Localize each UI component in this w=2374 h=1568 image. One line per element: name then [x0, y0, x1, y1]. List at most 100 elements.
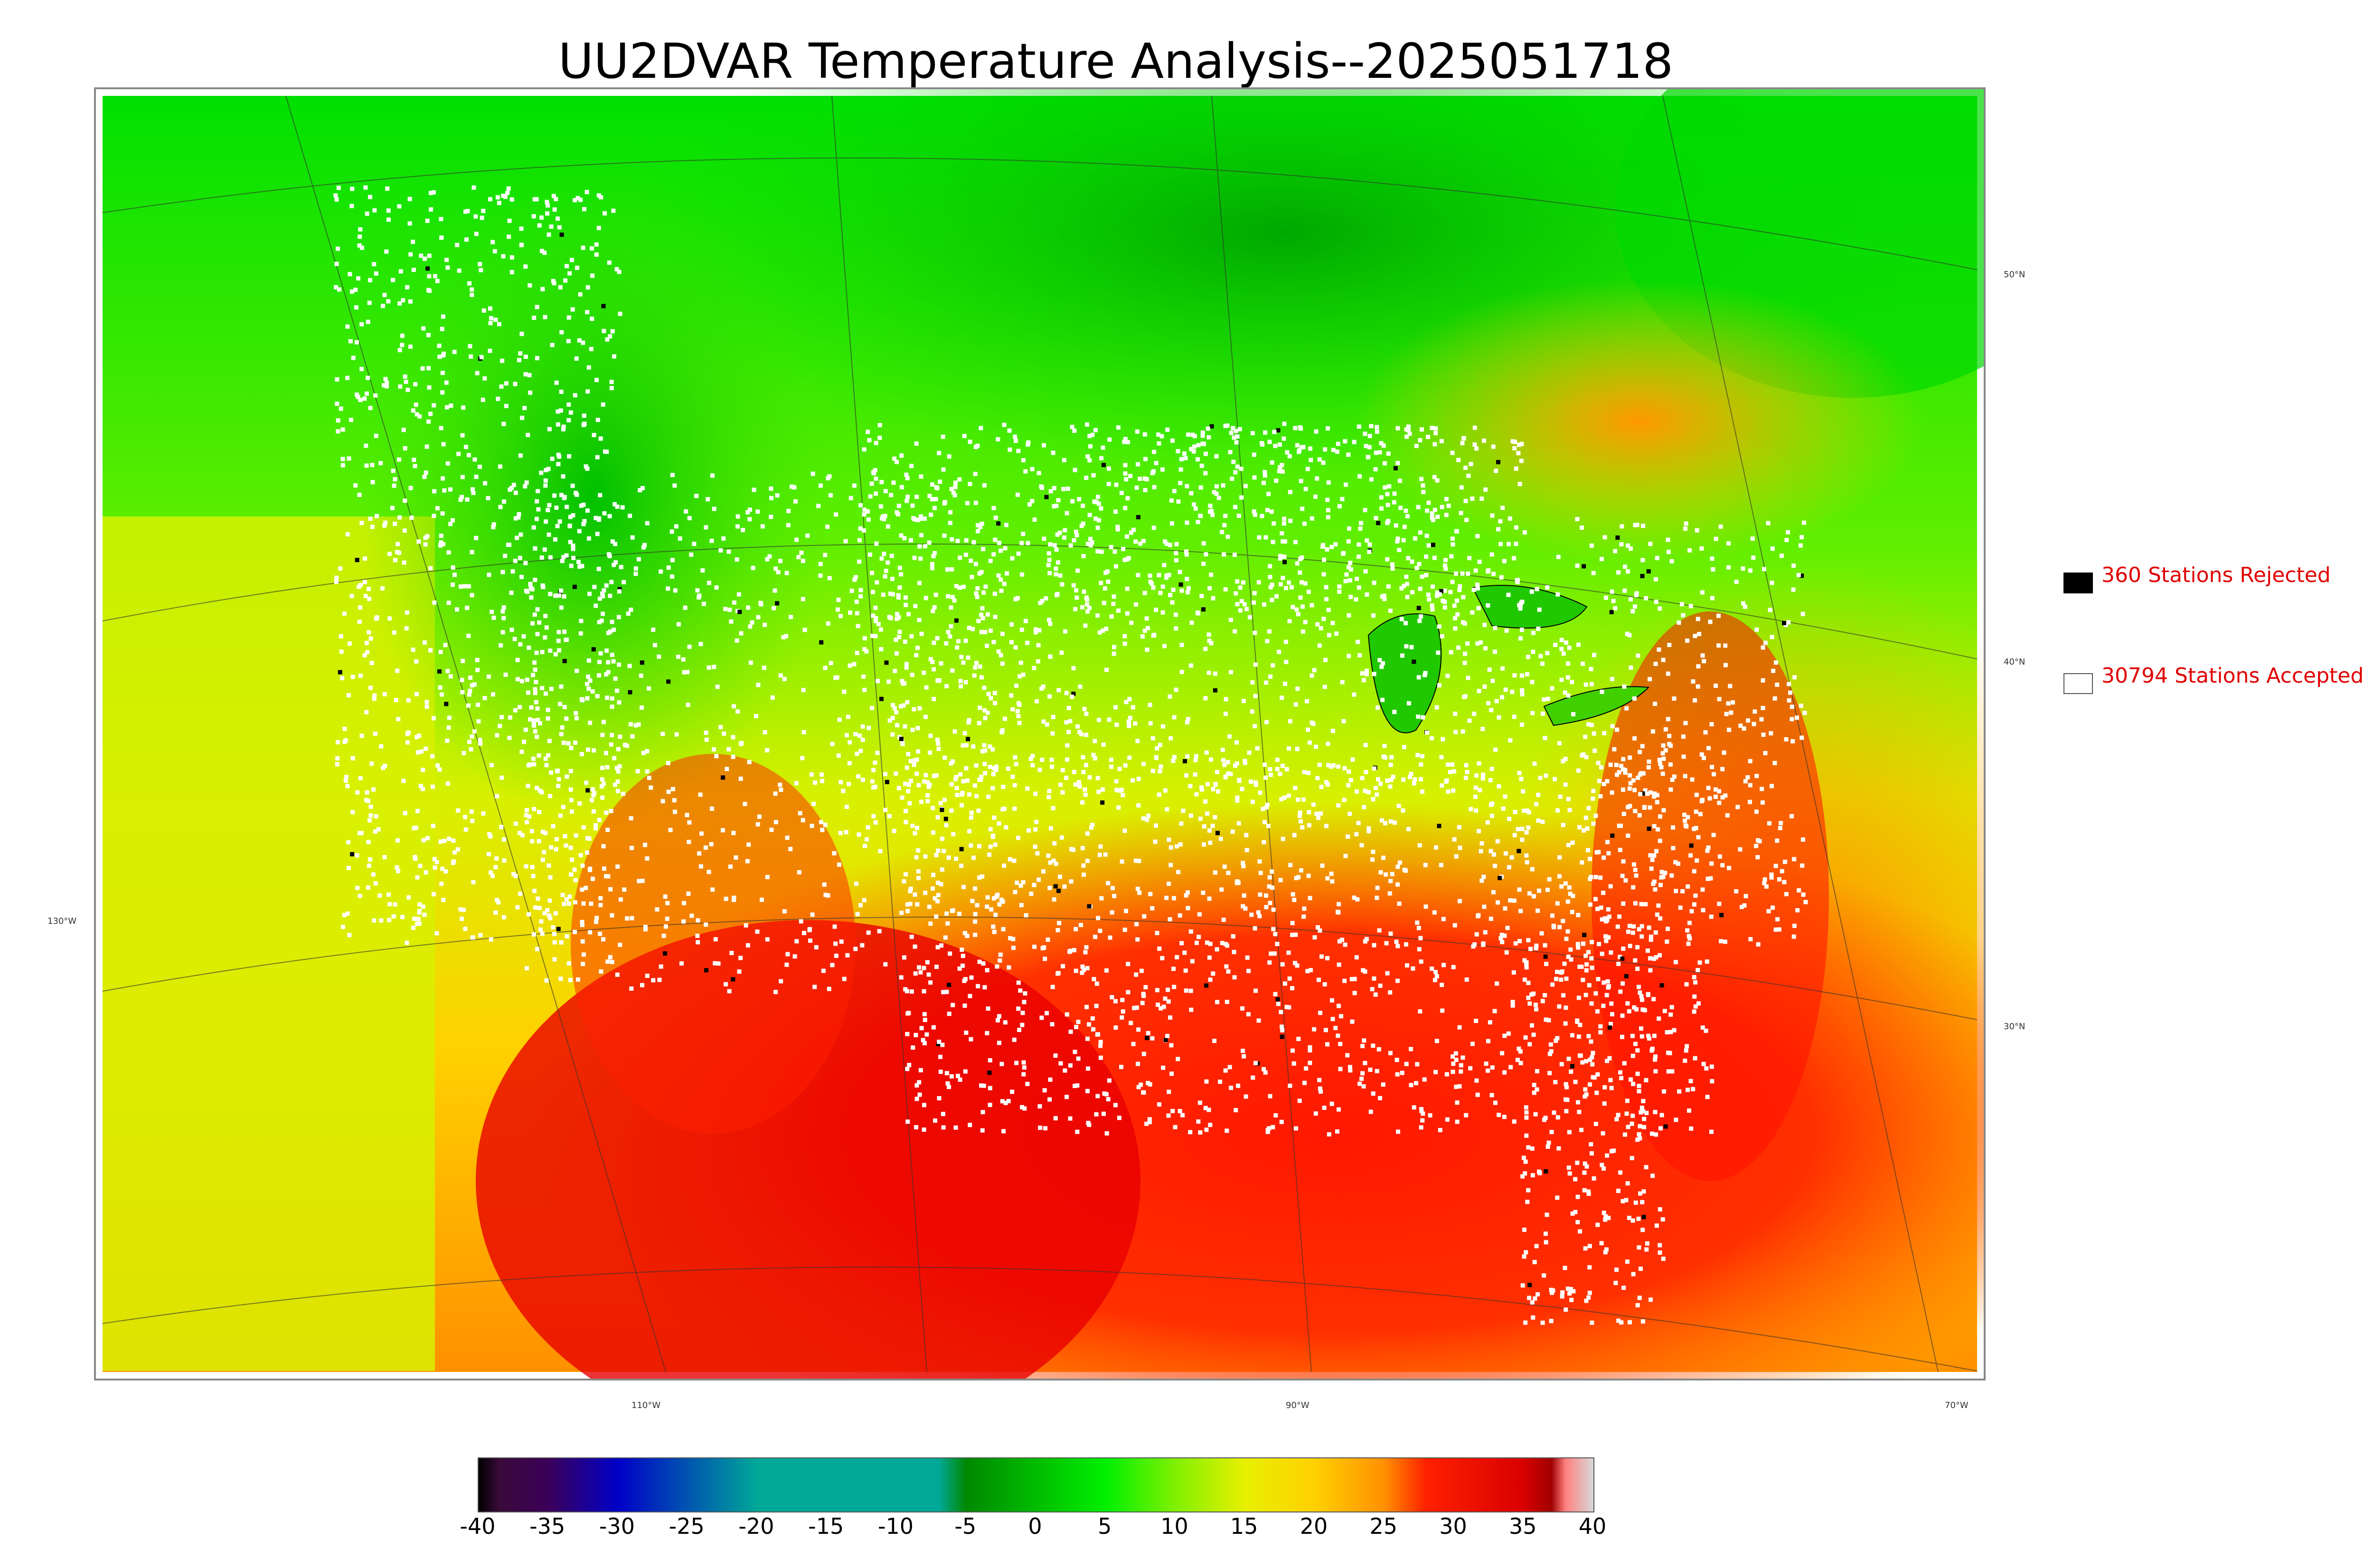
- station-marker: [1756, 942, 1761, 947]
- station-marker: [1127, 720, 1131, 725]
- station-marker: [1655, 912, 1659, 917]
- station-marker: [1637, 813, 1642, 817]
- station-marker: [1086, 542, 1090, 546]
- station-marker: [1300, 507, 1305, 511]
- station-marker: [1026, 541, 1030, 545]
- station-marker: [1720, 767, 1725, 771]
- station-marker: [411, 648, 415, 652]
- station-marker: [1741, 601, 1746, 606]
- station-marker: [1085, 454, 1090, 459]
- station-marker: [944, 641, 949, 646]
- station-marker: [1488, 916, 1493, 921]
- station-marker: [493, 910, 498, 915]
- station-marker: [1243, 761, 1247, 765]
- station-marker: [1097, 853, 1102, 857]
- station-marker: [1225, 1128, 1229, 1133]
- station-marker: [1570, 1064, 1574, 1069]
- station-marker: [591, 876, 595, 881]
- station-marker: [1236, 821, 1241, 826]
- station-marker: [509, 628, 514, 632]
- station-marker: [1034, 819, 1039, 824]
- station-marker: [1608, 1078, 1613, 1082]
- station-marker: [1676, 861, 1680, 866]
- station-marker: [633, 566, 638, 571]
- station-marker: [1575, 1194, 1580, 1199]
- station-marker: [385, 384, 389, 389]
- station-marker: [929, 512, 933, 517]
- station-marker: [1326, 426, 1330, 431]
- station-marker: [1142, 432, 1147, 437]
- station-marker: [640, 879, 645, 883]
- station-marker: [1575, 517, 1580, 521]
- station-marker: [1131, 527, 1136, 532]
- station-marker: [1779, 821, 1783, 826]
- station-marker: [759, 602, 763, 607]
- station-marker: [856, 774, 860, 779]
- station-marker: [1592, 731, 1596, 736]
- station-marker: [1711, 833, 1716, 837]
- station-marker: [1035, 851, 1040, 856]
- station-marker: [597, 817, 602, 822]
- station-marker: [979, 570, 984, 574]
- station-marker: [1602, 1101, 1607, 1106]
- station-marker: [1233, 629, 1237, 634]
- station-marker: [590, 317, 594, 321]
- station-marker: [1592, 748, 1597, 753]
- station-marker: [1237, 427, 1242, 432]
- station-marker: [1284, 767, 1289, 771]
- station-marker: [1748, 759, 1752, 763]
- station-marker: [1607, 1056, 1612, 1061]
- station-marker: [1360, 671, 1365, 676]
- station-marker: [1482, 622, 1487, 627]
- station-marker: [1545, 888, 1550, 892]
- station-marker: [1186, 590, 1190, 595]
- station-marker: [1640, 744, 1645, 749]
- station-marker: [530, 865, 535, 869]
- station-marker: [1000, 899, 1005, 904]
- station-marker: [896, 504, 901, 508]
- station-marker: [523, 484, 528, 488]
- station-marker: [1208, 504, 1213, 508]
- station-marker: [1420, 754, 1424, 759]
- station-marker: [996, 521, 1001, 526]
- station-marker: [905, 902, 910, 907]
- station-marker: [466, 703, 471, 708]
- station-marker: [1472, 712, 1477, 716]
- station-marker: [870, 571, 874, 575]
- station-marker: [946, 594, 951, 599]
- station-marker: [1298, 595, 1303, 600]
- station-marker: [566, 741, 571, 746]
- station-marker: [580, 922, 584, 927]
- station-marker: [726, 549, 731, 554]
- station-marker: [1627, 633, 1632, 638]
- station-marker: [610, 329, 615, 334]
- station-marker: [495, 195, 500, 200]
- station-marker: [1634, 1007, 1639, 1012]
- station-marker: [1268, 901, 1272, 905]
- station-marker: [990, 786, 995, 790]
- station-marker: [1017, 1028, 1022, 1032]
- station-marker: [1301, 914, 1306, 919]
- station-marker: [1564, 937, 1569, 941]
- station-marker: [424, 470, 428, 475]
- station-marker: [1669, 559, 1674, 563]
- station-marker: [993, 701, 998, 705]
- station-marker: [1705, 876, 1710, 881]
- station-marker: [1287, 976, 1292, 981]
- station-marker: [1496, 900, 1500, 905]
- station-marker: [1567, 646, 1572, 650]
- station-marker: [1215, 831, 1220, 836]
- station-marker: [1119, 1065, 1123, 1069]
- station-marker: [1085, 1089, 1090, 1093]
- station-marker: [904, 872, 908, 877]
- station-marker: [1430, 603, 1434, 608]
- station-marker: [1233, 470, 1238, 475]
- station-marker: [1593, 991, 1598, 996]
- station-marker: [1253, 630, 1257, 635]
- station-marker: [1191, 449, 1196, 454]
- station-marker: [1602, 782, 1606, 786]
- station-marker: [980, 1128, 985, 1133]
- station-marker: [666, 565, 671, 570]
- station-marker: [528, 582, 533, 586]
- station-marker: [1008, 857, 1012, 862]
